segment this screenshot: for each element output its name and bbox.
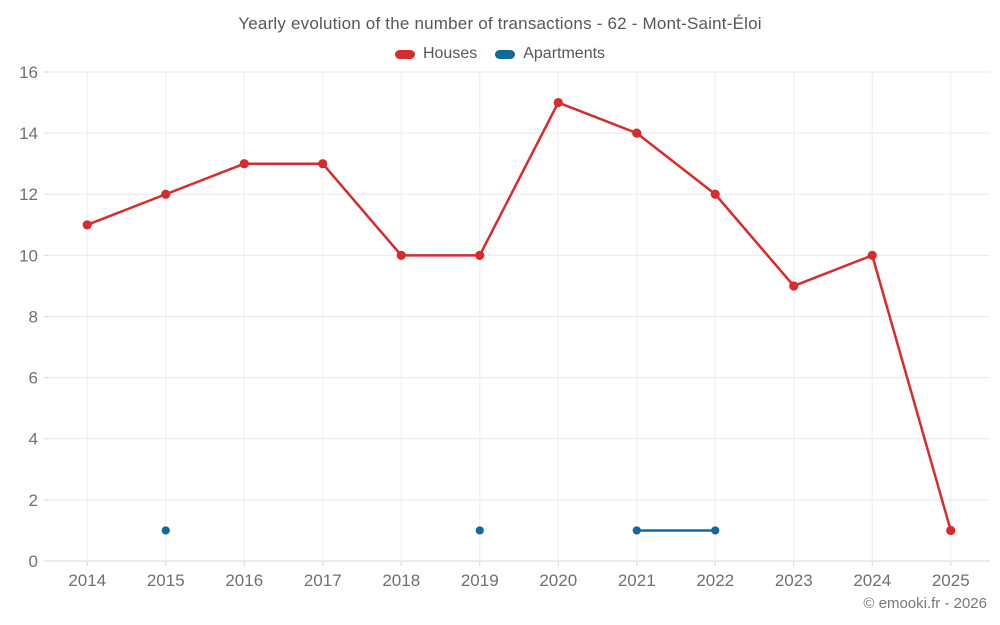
data-point[interactable] [632, 526, 641, 535]
series-houses [82, 97, 956, 536]
data-point[interactable] [161, 526, 170, 535]
y-axis-label: 10 [19, 246, 38, 265]
series-line [86, 101, 952, 532]
x-axis-label: 2017 [304, 571, 342, 590]
data-point[interactable] [867, 250, 877, 260]
data-point[interactable] [396, 250, 406, 260]
data-point[interactable] [711, 526, 720, 535]
data-point[interactable] [789, 281, 799, 291]
x-axis-label: 2024 [853, 571, 891, 590]
x-axis-label: 2014 [68, 571, 106, 590]
data-point[interactable] [239, 159, 249, 169]
data-point[interactable] [318, 159, 328, 169]
apartments-legend-swatch-icon [495, 49, 516, 59]
series-apartments [161, 526, 720, 535]
y-axis-label: 8 [29, 307, 38, 326]
data-point[interactable] [82, 220, 92, 230]
chart-title: Yearly evolution of the number of transa… [238, 14, 762, 33]
data-point[interactable] [161, 189, 171, 199]
x-axis-label: 2021 [618, 571, 656, 590]
data-point[interactable] [710, 189, 720, 199]
x-axis-label: 2023 [775, 571, 813, 590]
x-axis-label: 2020 [539, 571, 577, 590]
y-axis-label: 6 [29, 369, 38, 388]
x-axis-label: 2016 [225, 571, 263, 590]
houses-legend-swatch-icon [394, 49, 415, 59]
y-axis-label: 4 [29, 430, 38, 449]
data-point[interactable] [553, 97, 563, 108]
data-point[interactable] [475, 526, 484, 535]
y-axis-label: 16 [19, 63, 38, 82]
data-point[interactable] [475, 250, 485, 260]
data-point[interactable] [632, 128, 642, 138]
legend-label-houses: Houses [422, 45, 478, 62]
y-axis-label: 0 [29, 552, 38, 571]
legend-item-apartments[interactable]: Apartments [495, 45, 605, 63]
transactions-line-chart[interactable]: 0 2 4 6 8 10 12 14 16 2014 2015 2016 2017 2018 2019 202… [0, 0, 1000, 600]
y-axis-label: 14 [19, 124, 38, 143]
y-axis-label: 2 [29, 491, 38, 510]
legend: Houses Apartments [0, 45, 1000, 63]
x-axis-label: 2015 [147, 571, 185, 590]
x-axis-label: 2019 [461, 571, 499, 590]
legend-item-houses[interactable]: Houses [394, 45, 478, 63]
data-point[interactable] [946, 525, 956, 536]
x-axis-label: 2022 [696, 571, 734, 590]
y-axis-label: 12 [19, 185, 38, 204]
legend-label-apartments: Apartments [523, 45, 606, 62]
x-axis-label: 2018 [382, 571, 420, 590]
copyright-footer: © emooki.fr - 2026 [863, 595, 987, 612]
x-axis-label: 2025 [932, 571, 970, 590]
